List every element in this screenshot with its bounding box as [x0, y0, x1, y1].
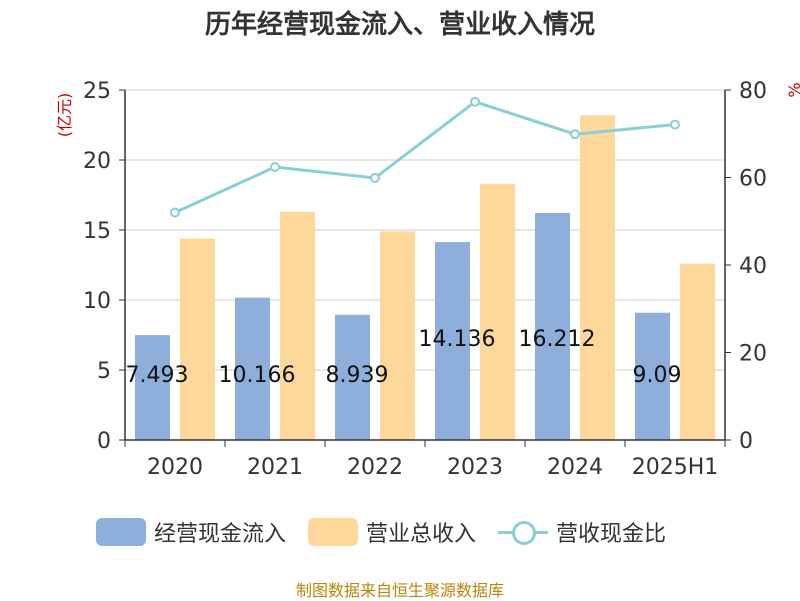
bar-cash-inflow — [535, 213, 570, 440]
x-axis-tick-label: 2020 — [147, 455, 203, 480]
data-label-cash-inflow: 8.939 — [326, 363, 389, 388]
data-label-cash-inflow: 9.09 — [633, 363, 682, 388]
left-axis-tick-label: 5 — [97, 359, 111, 384]
bar-cash-inflow — [335, 314, 370, 440]
x-axis-tick-label: 2023 — [447, 455, 503, 480]
bar-revenue — [380, 231, 415, 440]
x-axis-tick-label: 2025H1 — [632, 455, 719, 480]
bar-revenue — [580, 115, 615, 440]
data-label-cash-inflow: 10.166 — [219, 363, 296, 388]
legend-swatch-revenue — [308, 518, 359, 546]
legend-item-cash-inflow[interactable]: 经营现金流入 — [96, 516, 286, 548]
legend-label-ratio: 营收现金比 — [556, 522, 667, 547]
right-axis-tick-label: 20 — [739, 342, 767, 367]
point-ratio — [570, 129, 580, 140]
left-axis-tick-label: 25 — [83, 79, 111, 104]
line-ratio — [174, 100, 676, 214]
left-axis-tick-label: 20 — [83, 149, 111, 174]
left-axis-unit: (亿元) — [55, 93, 74, 138]
point-ratio — [670, 119, 680, 130]
data-label-cash-inflow: 16.212 — [519, 327, 596, 352]
point-ratio — [470, 96, 480, 107]
data-label-cash-inflow: 7.493 — [126, 363, 189, 388]
point-ratio — [270, 162, 280, 172]
legend-item-revenue[interactable]: 营业总收入 — [308, 516, 476, 548]
bar-cash-inflow — [235, 297, 270, 440]
point-ratio — [170, 207, 180, 218]
left-axis-tick-label: 0 — [97, 429, 111, 454]
bar-cash-inflow — [135, 335, 170, 440]
bar-cash-inflow — [635, 312, 670, 440]
bar-revenue — [680, 263, 715, 440]
legend-swatch-ratio — [498, 518, 549, 546]
x-axis-tick-label: 2022 — [347, 455, 403, 480]
legend-swatch-cash-inflow — [96, 518, 146, 546]
bar-revenue — [180, 238, 215, 440]
chart-title: 历年经营现金流入、营业收入情况 — [204, 10, 595, 40]
legend: 经营现金流入 营业总收入 营收现金比 — [96, 516, 688, 548]
x-axis-tick-label: 2024 — [547, 455, 603, 480]
left-axis-tick-label: 10 — [83, 289, 111, 314]
bar-revenue — [480, 183, 515, 441]
source-note: 制图数据来自恒生聚源数据库 — [295, 581, 504, 600]
data-label-cash-inflow: 14.136 — [419, 327, 496, 352]
x-axis-tick-label: 2021 — [247, 455, 303, 480]
bar-cash-inflow — [435, 242, 470, 440]
legend-label-cash-inflow: 经营现金流入 — [154, 522, 287, 547]
point-ratio — [370, 172, 380, 183]
right-axis-tick-label: 40 — [739, 254, 767, 279]
right-axis-tick-label: 80 — [739, 79, 767, 104]
bar-revenue — [280, 211, 315, 440]
right-axis-tick-label: 60 — [739, 167, 767, 192]
legend-item-ratio[interactable]: 营收现金比 — [498, 516, 666, 548]
left-axis-tick-label: 15 — [83, 219, 111, 244]
legend-label-revenue: 营业总收入 — [366, 522, 477, 547]
right-axis-unit: % — [785, 82, 800, 97]
right-axis-tick-label: 0 — [739, 429, 753, 454]
